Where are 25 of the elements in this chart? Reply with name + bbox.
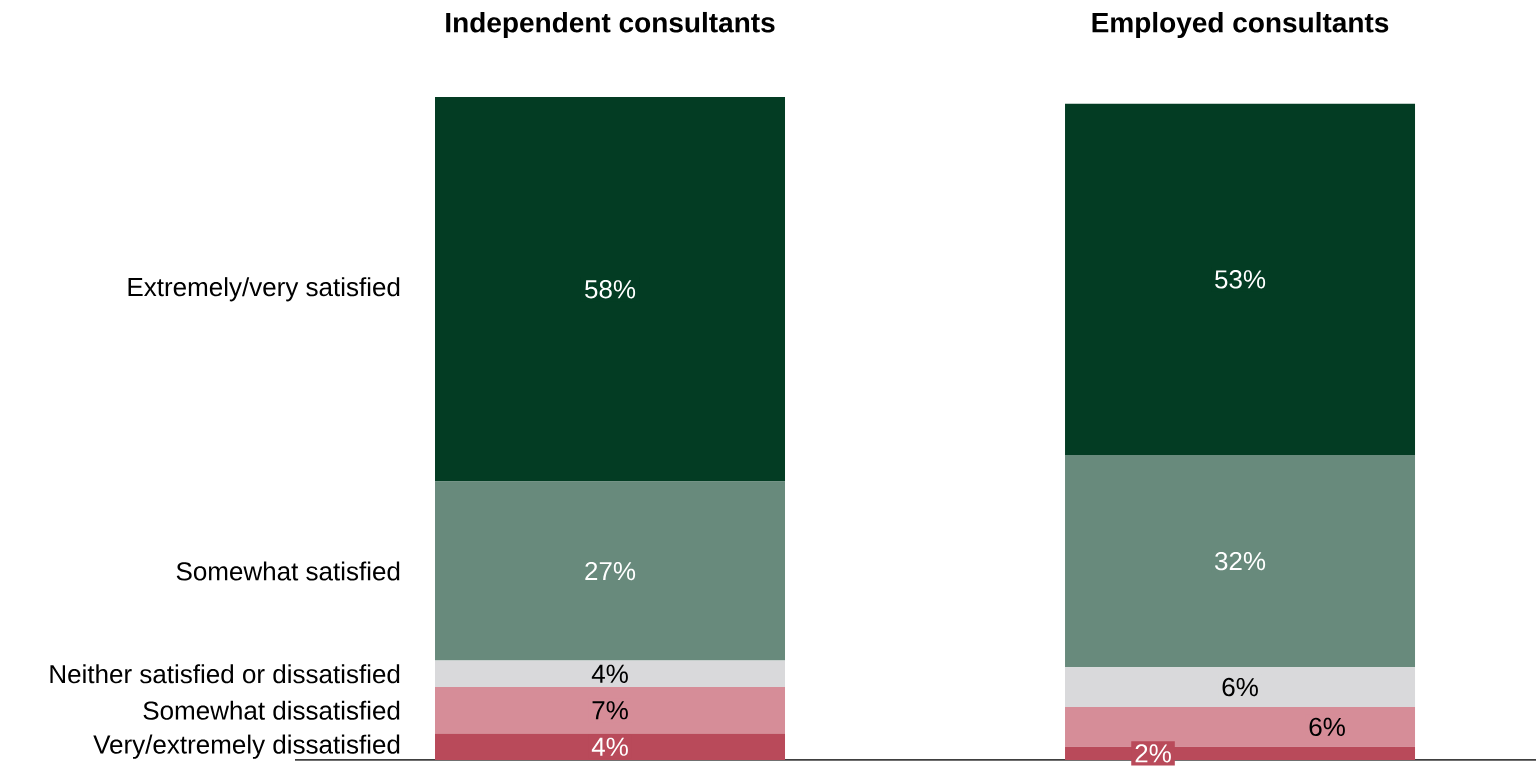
series-label: Extremely/very satisfied: [128, 277, 400, 302]
x-tick-label: Independent consultants: [446, 11, 775, 39]
series-label: Somewhat satisfied: [176, 561, 400, 581]
data-label: 6%: [1222, 677, 1258, 697]
bar: [435, 97, 786, 482]
bar: [435, 481, 786, 661]
data-label: 7%: [592, 701, 628, 720]
bar: [1065, 667, 1416, 707]
data-label: 6%: [1309, 717, 1345, 737]
bar: [435, 733, 786, 761]
data-label: 32%: [1215, 551, 1266, 571]
data-label: 27%: [585, 561, 636, 581]
data-label: 4%: [591, 664, 628, 683]
series-label: Very/extremely dissatisfied: [93, 734, 400, 759]
x-tick-label: Employed consultants: [1092, 11, 1389, 39]
bar: [435, 687, 786, 734]
data-label: 2%: [1135, 744, 1171, 763]
bar: [1065, 103, 1416, 456]
bar: [435, 660, 786, 688]
data-label: 4%: [591, 737, 628, 756]
data-label: 53%: [1215, 270, 1266, 289]
data-label: 58%: [585, 280, 636, 299]
bar: [1065, 455, 1416, 668]
series-label: Somewhat dissatisfied: [143, 700, 400, 720]
series-label: Neither satisfied or dissatisfied: [50, 664, 400, 684]
